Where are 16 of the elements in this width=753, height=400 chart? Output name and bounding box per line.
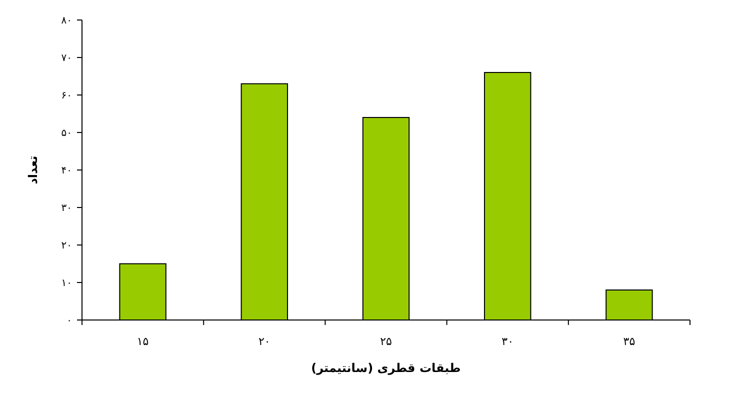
x-tick-label: ۲۰ <box>258 335 270 348</box>
x-axis-title: طبقات قطری (سانتیمتر) <box>311 361 461 375</box>
y-tick-label: ۸۰ <box>61 16 72 26</box>
y-axis-title: تعداد <box>26 156 40 184</box>
y-tick-label: ۲۰ <box>61 240 72 252</box>
y-tick-label: ۰ <box>66 316 72 326</box>
x-tick-label: ۳۰ <box>502 335 514 348</box>
y-tick-label: ۴۰ <box>61 166 72 176</box>
x-tick-label: ۳۵ <box>623 335 636 348</box>
y-tick-label: ۷۰ <box>61 53 72 64</box>
y-tick-label: ۱۰ <box>61 278 72 289</box>
y-tick-label: ۵۰ <box>61 128 72 139</box>
x-tick-label: ۲۵ <box>380 335 392 348</box>
y-tick-label: ۳۰ <box>61 203 72 214</box>
y-tick-label: ۶۰ <box>61 90 72 102</box>
x-tick-label: ۱۵ <box>136 335 149 348</box>
